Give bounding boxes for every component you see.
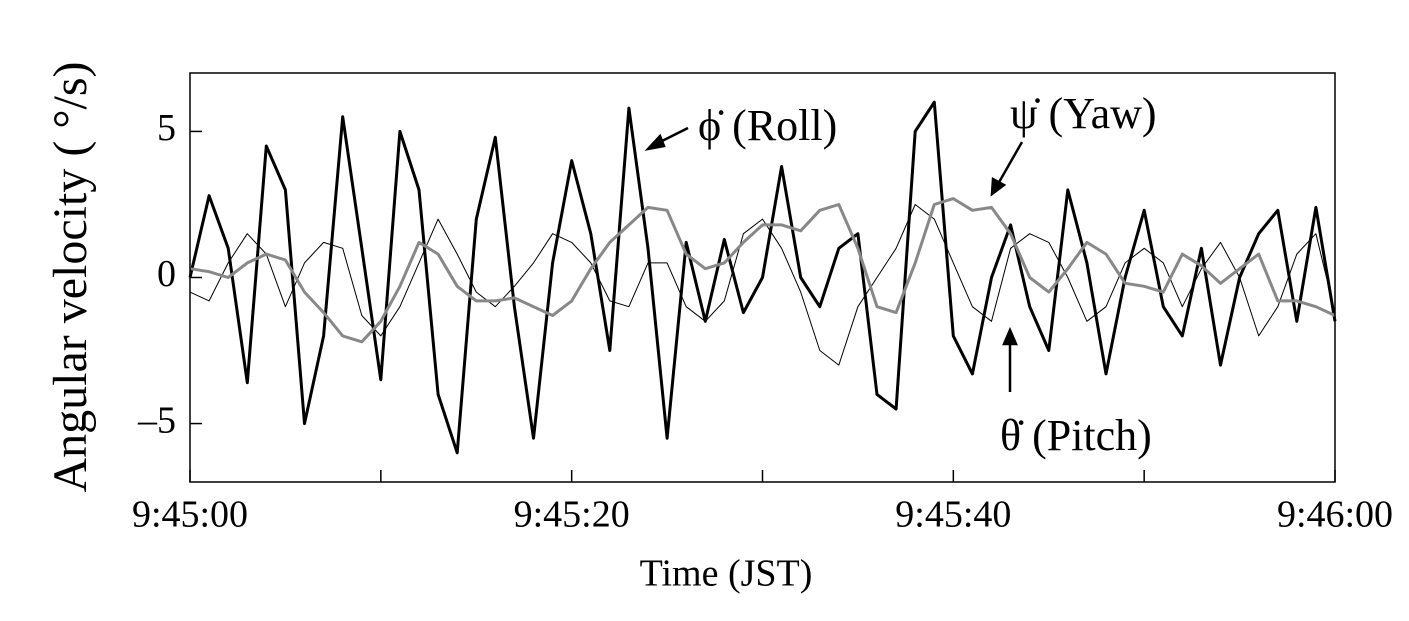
series-line [189, 204, 1336, 366]
x-tick-label: 9:46:00 [1277, 494, 1393, 536]
x-tick-label: 9:45:00 [132, 494, 248, 536]
series-line [188, 100, 1337, 455]
plot-frame [189, 72, 1336, 483]
y-tick-label: 5 [157, 107, 176, 149]
x-tick-label: 9:45:20 [514, 494, 630, 536]
series-line [189, 197, 1336, 344]
y-tick-label: –5 [137, 399, 176, 441]
series-label: θ̇ (Pitch) [1000, 411, 1152, 460]
y-axis-label: Angular velocity ( °/s) [44, 61, 97, 492]
series-label: ϕ̇ (Roll) [698, 101, 837, 150]
annotation-arrows [644, 126, 1024, 392]
series-label: ψ̇ (Yaw) [1010, 89, 1157, 138]
x-tick-label: 9:45:40 [895, 494, 1011, 536]
y-tick-label: 0 [157, 253, 176, 295]
x-axis-label: Time (JST) [640, 553, 813, 595]
